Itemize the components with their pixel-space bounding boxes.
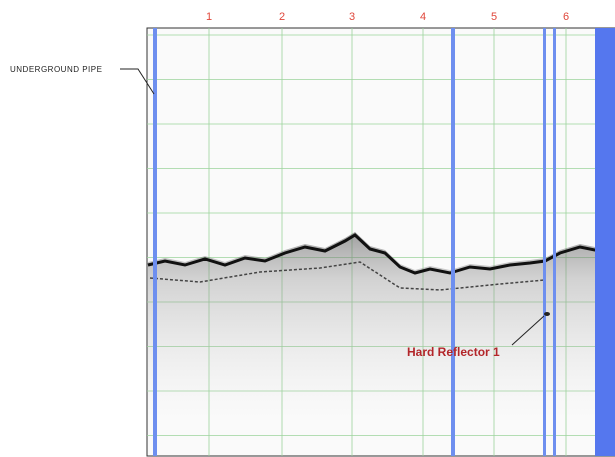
column-number: 6	[563, 11, 569, 23]
blue-marker	[451, 28, 455, 456]
blue-band	[595, 28, 615, 456]
column-number: 4	[420, 11, 426, 23]
blue-marker	[553, 28, 556, 456]
radar-scan-page: 1 2 3 4 5 6 UNDERGROUND PIPE Hard Reflector 1	[0, 0, 615, 457]
column-number: 3	[349, 11, 355, 23]
column-number: 2	[279, 11, 285, 23]
pipe-label: UNDERGROUND PIPE	[10, 65, 102, 74]
reflector-label: Hard Reflector 1	[407, 345, 500, 359]
column-number: 1	[206, 11, 212, 23]
column-number: 5	[491, 11, 497, 23]
blue-marker	[153, 28, 157, 456]
reflector-target	[544, 312, 550, 316]
column-labels: 1 2 3 4 5 6	[206, 11, 569, 23]
blue-marker	[543, 28, 546, 456]
